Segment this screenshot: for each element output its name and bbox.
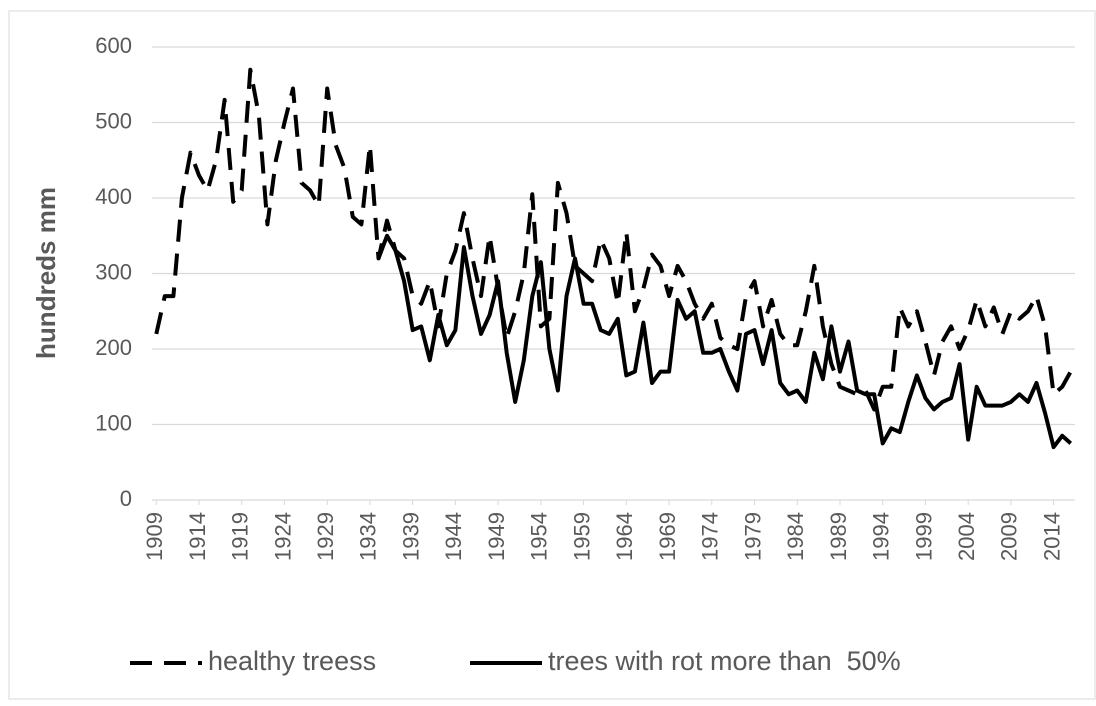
x-tick-label: 1994 bbox=[869, 512, 894, 561]
x-tick-label: 1954 bbox=[527, 512, 552, 561]
x-tick-label: 1949 bbox=[484, 512, 509, 561]
x-tick-label: 1984 bbox=[783, 512, 808, 561]
x-tick-label: 1929 bbox=[313, 512, 338, 561]
x-tick-label: 1939 bbox=[398, 512, 423, 561]
x-tick-label: 2004 bbox=[954, 512, 979, 561]
y-tick-label: 100 bbox=[95, 410, 132, 435]
chart-border bbox=[8, 10, 1096, 700]
x-tick-label: 1924 bbox=[270, 512, 295, 561]
y-tick-label: 600 bbox=[95, 33, 132, 58]
series-line bbox=[154, 67, 1073, 412]
x-tick-label: 1974 bbox=[698, 512, 723, 561]
y-axis-label: hundreds mm bbox=[31, 187, 61, 359]
x-tick-label: 1999 bbox=[911, 512, 936, 561]
legend-label: trees with rot more than 50% bbox=[548, 646, 901, 676]
y-tick-label: 200 bbox=[95, 335, 132, 360]
x-tick-label: 1979 bbox=[740, 512, 765, 561]
x-tick-label: 1964 bbox=[612, 512, 637, 561]
x-tick-label: 1944 bbox=[441, 512, 466, 561]
x-tick-label: 1914 bbox=[185, 512, 210, 561]
y-tick-label: 0 bbox=[120, 486, 132, 511]
x-tick-label: 1989 bbox=[826, 512, 851, 561]
x-tick-label: 1909 bbox=[142, 512, 167, 561]
x-tick-label: 1919 bbox=[228, 512, 253, 561]
legend-label: healthy treess bbox=[208, 646, 376, 676]
y-tick-label: 500 bbox=[95, 108, 132, 133]
x-tick-label: 2009 bbox=[997, 512, 1022, 561]
x-tick-label: 2014 bbox=[1039, 512, 1064, 561]
x-tick-label: 1969 bbox=[655, 512, 680, 561]
y-tick-label: 400 bbox=[95, 184, 132, 209]
x-tick-label: 1959 bbox=[569, 512, 594, 561]
x-tick-label: 1934 bbox=[356, 512, 381, 561]
series-line bbox=[376, 233, 1073, 450]
y-tick-label: 300 bbox=[95, 259, 132, 284]
